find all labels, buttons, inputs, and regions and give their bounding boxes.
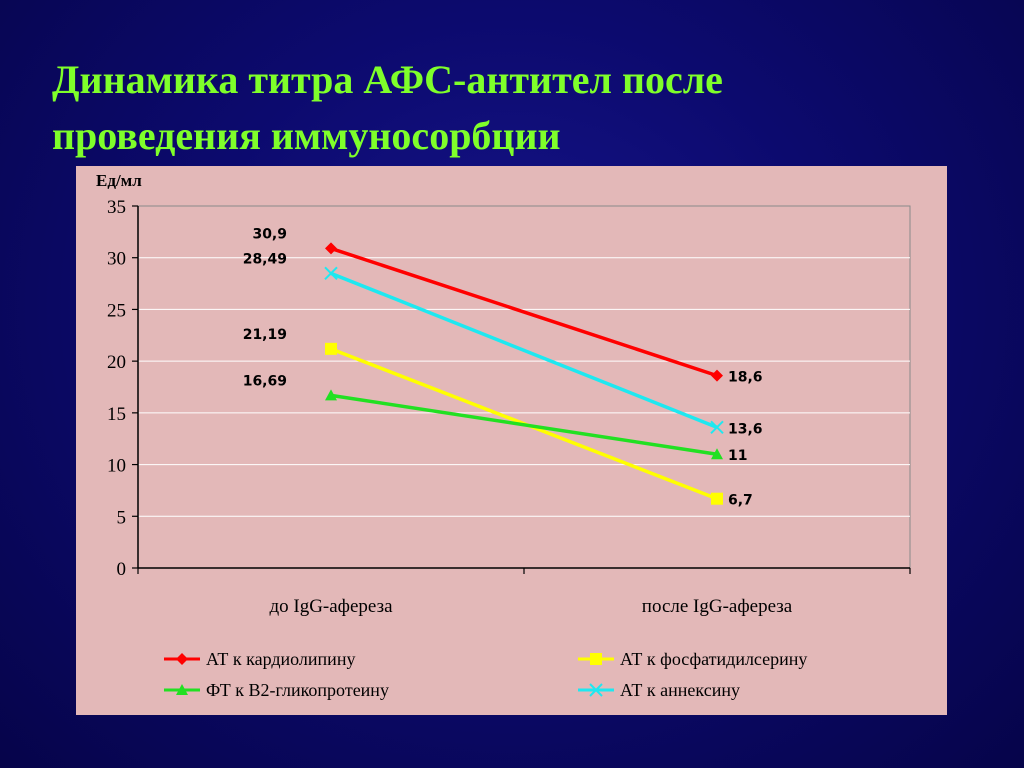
data-label: 11 bbox=[728, 448, 747, 464]
y-tick-label: 10 bbox=[107, 456, 126, 477]
data-label: 18,6 bbox=[728, 370, 763, 386]
y-tick-label: 25 bbox=[107, 300, 126, 321]
data-label: 6,7 bbox=[728, 493, 753, 509]
data-point-marker bbox=[325, 342, 337, 355]
y-tick-label: 30 bbox=[107, 249, 126, 270]
legend-item: АТ к аннексину bbox=[578, 678, 740, 702]
data-label: 13,6 bbox=[728, 421, 763, 437]
data-label: 30,9 bbox=[252, 226, 287, 242]
legend-item: АТ к фосфатидилсерину bbox=[578, 647, 807, 671]
y-tick-label: 15 bbox=[107, 404, 126, 425]
chart-legend: АТ к кардиолипину АТ к фосфатидилсерину ФТ… bbox=[76, 642, 947, 712]
data-point-marker bbox=[325, 389, 337, 401]
slide-title-line-1: Динамика титра АФС-антител после bbox=[52, 57, 723, 102]
data-label: 21,19 bbox=[243, 327, 287, 343]
legend-swatch-diamond-icon bbox=[164, 653, 200, 665]
data-point-marker bbox=[324, 266, 338, 281]
data-label: 28,49 bbox=[243, 251, 287, 267]
data-point-marker bbox=[711, 492, 723, 505]
legend-swatch-square-icon bbox=[578, 653, 614, 665]
line-chart: 0 5 10 15 20 25 30 35 Ед/мл до IgG-афереза после I… bbox=[96, 171, 911, 617]
y-axis-label: Ед/мл bbox=[96, 171, 142, 190]
series-line bbox=[330, 246, 718, 378]
legend-swatch-x-icon bbox=[578, 683, 614, 697]
series-line bbox=[330, 393, 718, 456]
legend-label: АТ к аннексину bbox=[620, 679, 740, 700]
y-tick-label: 20 bbox=[107, 352, 126, 373]
series-line bbox=[330, 271, 718, 429]
legend-label: АТ к фосфатидилсерину bbox=[620, 648, 808, 669]
data-point-marker bbox=[325, 242, 337, 255]
slide-title: Динамика титра АФС-антител после проведе… bbox=[52, 52, 952, 164]
x-category-label: после IgG-афереза bbox=[642, 596, 793, 617]
x-category-label: до IgG-афереза bbox=[269, 596, 393, 617]
data-label: 16,69 bbox=[243, 373, 287, 389]
y-tick-label: 5 bbox=[117, 507, 127, 528]
legend-label: ФТ к В2-гликопротеину bbox=[206, 679, 389, 700]
legend-label: АТ к кардиолипину bbox=[206, 648, 356, 669]
chart-panel: 0 5 10 15 20 25 30 35 Ед/мл до IgG-афереза после I… bbox=[76, 166, 947, 715]
slide-title-line-2: проведения иммуносорбции bbox=[52, 113, 561, 158]
y-tick-label: 35 bbox=[107, 197, 126, 218]
y-tick-label: 0 bbox=[117, 559, 127, 580]
data-point-marker bbox=[711, 448, 723, 460]
legend-item: ФТ к В2-гликопротеину bbox=[164, 678, 389, 702]
data-point-marker bbox=[711, 369, 723, 382]
data-point-marker bbox=[710, 420, 724, 435]
legend-swatch-triangle-icon bbox=[164, 684, 200, 695]
legend-item: АТ к кардиолипину bbox=[164, 647, 355, 671]
